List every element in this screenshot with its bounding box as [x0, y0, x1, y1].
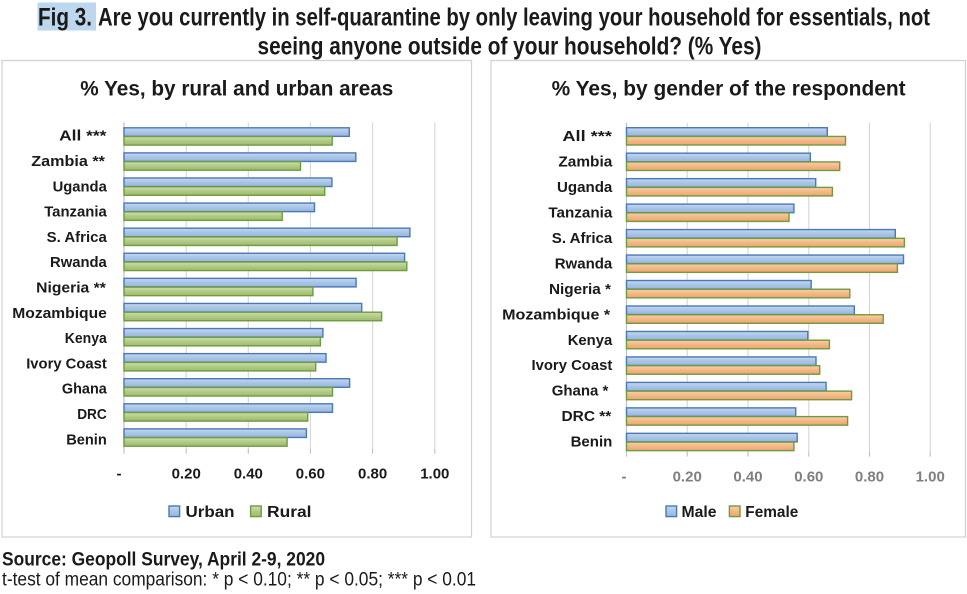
svg-text:DRC **: DRC ** — [562, 408, 612, 425]
svg-text:All ***: All *** — [562, 128, 612, 145]
svg-text:-: - — [117, 466, 122, 483]
svg-text:0.80: 0.80 — [855, 468, 884, 485]
svg-text:Mozambique *: Mozambique * — [502, 306, 610, 323]
svg-text:Fig 3.: Fig 3. — [38, 3, 92, 31]
svg-text:Rwanda: Rwanda — [50, 254, 107, 271]
svg-text:S. Africa: S. Africa — [552, 230, 613, 247]
svg-text:Urban: Urban — [186, 504, 235, 521]
svg-text:Zambia: Zambia — [558, 153, 612, 170]
svg-text:S. Africa: S. Africa — [47, 229, 108, 246]
svg-text:Uganda: Uganda — [53, 178, 108, 195]
svg-text:All ***: All *** — [59, 128, 106, 145]
svg-text:% Yes, by rural and urban area: % Yes, by rural and urban areas — [80, 78, 393, 101]
svg-text:Ghana: Ghana — [62, 381, 107, 398]
svg-text:t-test of mean comparison: * p: t-test of mean comparison: * p < 0.10; *… — [2, 570, 476, 591]
svg-text:Mozambique: Mozambique — [12, 305, 107, 322]
svg-text:DRC: DRC — [77, 406, 107, 423]
svg-text:0.80: 0.80 — [358, 466, 387, 483]
svg-text:0.60: 0.60 — [296, 466, 325, 483]
svg-text:Tanzania: Tanzania — [44, 204, 107, 221]
svg-text:0.20: 0.20 — [172, 466, 201, 483]
svg-text:0.40: 0.40 — [733, 468, 762, 485]
svg-text:Benin: Benin — [571, 434, 613, 451]
svg-text:0.40: 0.40 — [234, 466, 263, 483]
svg-text:Female: Female — [745, 504, 798, 521]
svg-text:Are you currently in self-quar: Are you currently in self-quarantine by … — [98, 3, 931, 31]
svg-text:Zambia **: Zambia ** — [31, 153, 105, 170]
svg-text:Ivory Coast: Ivory Coast — [26, 355, 107, 372]
svg-text:Benin: Benin — [66, 431, 107, 448]
svg-text:Rwanda: Rwanda — [555, 255, 613, 272]
svg-text:Rural: Rural — [267, 504, 312, 521]
svg-text:Uganda: Uganda — [557, 179, 613, 196]
svg-text:1.00: 1.00 — [420, 466, 449, 483]
svg-text:0.20: 0.20 — [673, 468, 702, 485]
svg-text:Tanzania: Tanzania — [548, 204, 612, 221]
svg-text:seeing anyone outside of your: seeing anyone outside of your household?… — [258, 32, 762, 60]
svg-text:Ghana *: Ghana * — [552, 383, 609, 400]
svg-text:Nigeria *: Nigeria * — [549, 281, 611, 298]
svg-text:Kenya: Kenya — [568, 332, 613, 349]
svg-text:Male: Male — [682, 504, 717, 521]
svg-text:Source: Geopoll Survey, April: Source: Geopoll Survey, April 2-9, 2020 — [2, 549, 325, 571]
svg-text:1.00: 1.00 — [916, 468, 945, 485]
svg-text:0.60: 0.60 — [794, 468, 823, 485]
svg-text:% Yes, by gender of the respon: % Yes, by gender of the respondent — [552, 78, 906, 101]
svg-text:Ivory Coast: Ivory Coast — [532, 357, 613, 374]
svg-text:-: - — [622, 468, 627, 485]
svg-text:Nigeria **: Nigeria ** — [36, 280, 106, 297]
svg-text:Kenya: Kenya — [65, 330, 108, 347]
